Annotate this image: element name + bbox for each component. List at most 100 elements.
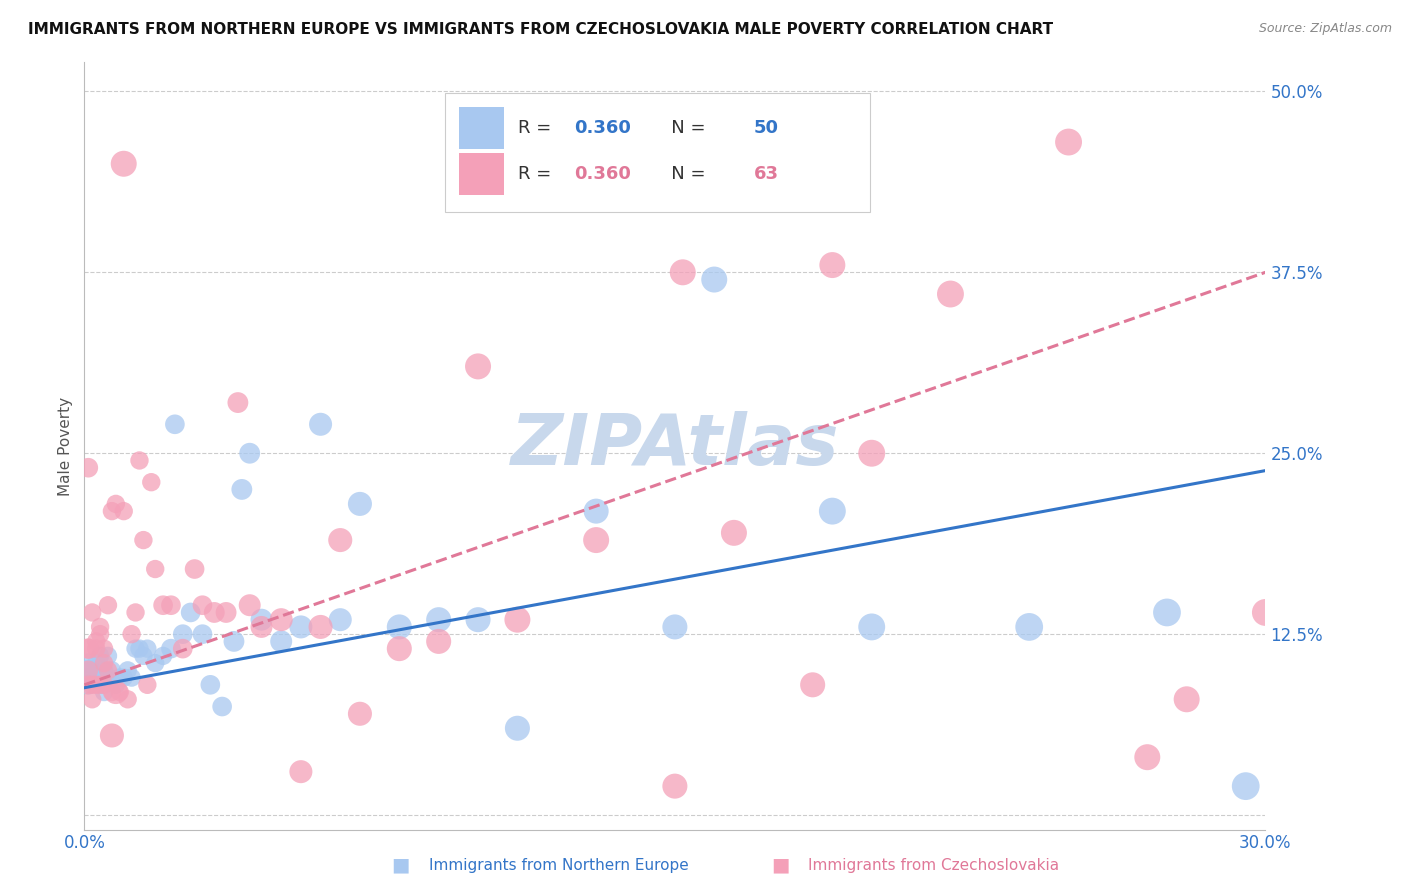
Text: 0.360: 0.360 [575,165,631,183]
Point [108,685,131,699]
Point [89,678,111,692]
Point [672,265,695,279]
Point [136,641,159,656]
Point [117,692,139,706]
Point [821,504,844,518]
Point [82,606,104,620]
Point [77,664,100,678]
Point [427,613,450,627]
Point [143,562,166,576]
Point [84,678,107,692]
Point [104,497,127,511]
Point [290,620,312,634]
Point [124,606,146,620]
Point [506,613,529,627]
Point [1254,606,1277,620]
Point [132,648,155,663]
Point [101,504,124,518]
Point [112,157,135,171]
Point [860,620,883,634]
Point [231,483,253,497]
FancyBboxPatch shape [458,107,503,149]
Point [93,656,115,670]
Text: ■: ■ [391,855,411,875]
Point [89,648,111,663]
Point [723,525,745,540]
Point [183,562,205,576]
Point [467,613,489,627]
Point [141,475,163,490]
Point [132,533,155,547]
Point [136,678,159,692]
Point [290,764,312,779]
Point [77,671,100,685]
Point [200,678,222,692]
Y-axis label: Male Poverty: Male Poverty [58,396,73,496]
Point [121,671,143,685]
Point [309,417,332,432]
Point [180,606,202,620]
Text: Immigrants from Czechoslovakia: Immigrants from Czechoslovakia [808,858,1060,872]
Point [349,706,371,721]
Point [1136,750,1159,764]
Text: 0.360: 0.360 [575,119,631,137]
Point [89,678,111,692]
Point [128,641,150,656]
Point [89,627,111,641]
Point [1156,606,1178,620]
Point [309,620,332,634]
Point [222,634,245,648]
Text: 63: 63 [754,165,779,183]
Point [97,598,120,612]
Text: ZIPAtlas: ZIPAtlas [510,411,839,481]
Point [101,729,124,743]
Point [93,641,115,656]
Point [97,671,120,685]
Point [270,613,292,627]
Point [821,258,844,272]
Point [93,678,115,692]
Point [1057,135,1080,149]
Point [329,613,352,627]
Point [191,598,214,612]
Point [703,272,725,286]
Point [467,359,489,374]
Text: N =: N = [654,165,711,183]
Point [77,641,100,656]
Point [89,620,111,634]
Point [388,641,411,656]
Point [664,779,686,793]
Point [163,417,186,432]
Point [82,692,104,706]
Point [82,678,104,692]
Point [211,699,233,714]
Point [128,453,150,467]
Text: ■: ■ [770,855,790,875]
Point [506,721,529,735]
Point [801,678,824,692]
FancyBboxPatch shape [444,93,870,212]
Point [108,671,131,685]
Point [1175,692,1198,706]
Point [215,606,238,620]
Point [77,678,100,692]
Point [124,641,146,656]
Point [585,504,607,518]
Point [1018,620,1040,634]
Text: Immigrants from Northern Europe: Immigrants from Northern Europe [429,858,689,872]
Point [84,641,107,656]
Point [172,641,194,656]
Point [112,671,135,685]
Point [239,598,262,612]
Point [101,685,124,699]
Point [84,634,107,648]
Text: 50: 50 [754,119,779,137]
Text: R =: R = [517,119,557,137]
Point [77,664,100,678]
Point [121,627,143,641]
Point [1234,779,1257,793]
Text: IMMIGRANTS FROM NORTHERN EUROPE VS IMMIGRANTS FROM CZECHOSLOVAKIA MALE POVERTY C: IMMIGRANTS FROM NORTHERN EUROPE VS IMMIG… [28,22,1053,37]
Point [664,620,686,634]
Point [143,656,166,670]
Point [84,671,107,685]
